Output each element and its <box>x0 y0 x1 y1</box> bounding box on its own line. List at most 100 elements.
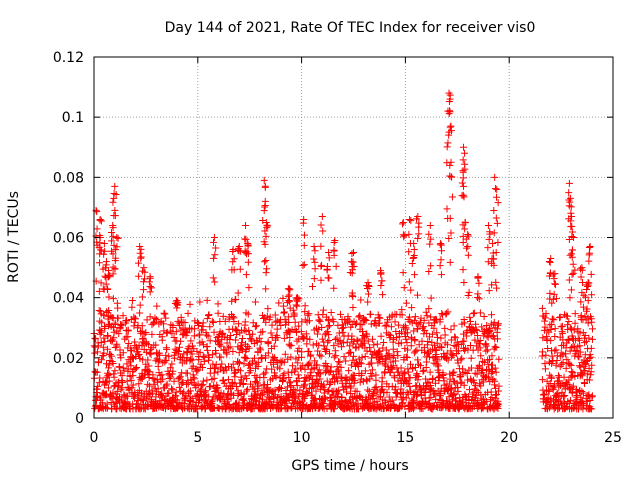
data-point <box>411 271 419 279</box>
chart-title: Day 144 of 2021, Rate Of TEC Index for r… <box>165 20 536 36</box>
data-point <box>437 241 445 249</box>
data-point <box>491 364 499 372</box>
data-point <box>313 376 321 384</box>
data-point <box>493 284 501 292</box>
data-point <box>293 302 301 310</box>
data-point <box>400 284 408 292</box>
data-point <box>175 374 183 382</box>
data-point <box>255 334 263 342</box>
data-point <box>110 212 118 220</box>
data-point <box>408 260 416 268</box>
data-point <box>325 321 333 329</box>
data-point <box>303 390 311 398</box>
data-point <box>446 161 454 169</box>
data-point <box>143 316 151 324</box>
data-point <box>335 358 343 366</box>
data-point <box>102 379 110 387</box>
data-point <box>551 332 559 340</box>
data-point <box>584 297 592 305</box>
data-point <box>198 382 206 390</box>
data-point <box>110 194 118 202</box>
data-point <box>212 361 220 369</box>
data-point <box>427 262 435 270</box>
data-point <box>113 243 121 251</box>
data-point <box>426 399 434 407</box>
data-point <box>210 369 218 377</box>
data-point <box>425 230 433 238</box>
data-point <box>588 291 596 299</box>
data-point <box>294 297 302 305</box>
data-point <box>419 367 427 375</box>
data-point <box>91 343 99 351</box>
data-point <box>492 368 500 376</box>
data-point <box>323 363 331 371</box>
data-point <box>311 395 319 403</box>
data-point <box>106 393 114 401</box>
data-point <box>245 284 253 292</box>
data-point <box>241 321 249 329</box>
data-point <box>186 387 194 395</box>
data-point <box>310 255 318 263</box>
data-point <box>227 332 235 340</box>
data-point <box>403 388 411 396</box>
data-point <box>445 110 453 118</box>
data-point <box>349 292 357 300</box>
data-point <box>479 404 487 412</box>
data-point <box>470 379 478 387</box>
data-point <box>295 335 303 343</box>
data-point <box>307 351 315 359</box>
data-point <box>169 322 177 330</box>
data-point <box>311 258 319 266</box>
data-point <box>380 369 388 377</box>
data-point <box>142 360 150 368</box>
data-point <box>543 326 551 334</box>
data-point <box>361 367 369 375</box>
data-point <box>450 322 458 330</box>
data-point <box>298 333 306 341</box>
data-point <box>261 240 269 248</box>
data-point <box>568 222 576 230</box>
data-point <box>567 209 575 217</box>
data-point <box>314 347 322 355</box>
data-point <box>548 315 556 323</box>
data-point <box>382 321 390 329</box>
data-point <box>330 405 338 413</box>
data-point <box>581 361 589 369</box>
data-point <box>408 304 416 312</box>
data-point <box>568 271 576 279</box>
data-point <box>348 249 356 257</box>
data-point <box>571 266 579 274</box>
data-point <box>183 348 191 356</box>
data-point <box>315 366 323 374</box>
data-point <box>493 193 501 201</box>
data-point <box>145 362 153 370</box>
data-point <box>366 343 374 351</box>
data-point <box>461 219 469 227</box>
data-point <box>304 389 312 397</box>
data-point <box>95 287 103 295</box>
data-point <box>105 377 113 385</box>
data-point <box>457 356 465 364</box>
data-point <box>194 391 202 399</box>
data-point <box>588 405 596 413</box>
data-point <box>442 354 450 362</box>
data-point <box>354 337 362 345</box>
data-point <box>167 373 175 381</box>
data-point <box>93 348 101 356</box>
data-point <box>163 345 171 353</box>
data-point <box>350 352 358 360</box>
data-point <box>228 266 236 274</box>
data-point <box>196 298 204 306</box>
data-point <box>427 381 435 389</box>
data-point <box>296 386 304 394</box>
data-point <box>225 362 233 370</box>
data-point <box>575 353 583 361</box>
data-point <box>406 215 414 223</box>
data-point <box>251 323 259 331</box>
data-point <box>494 239 502 247</box>
data-point <box>449 371 457 379</box>
data-point <box>488 259 496 267</box>
data-point <box>288 404 296 412</box>
data-point <box>119 379 127 387</box>
